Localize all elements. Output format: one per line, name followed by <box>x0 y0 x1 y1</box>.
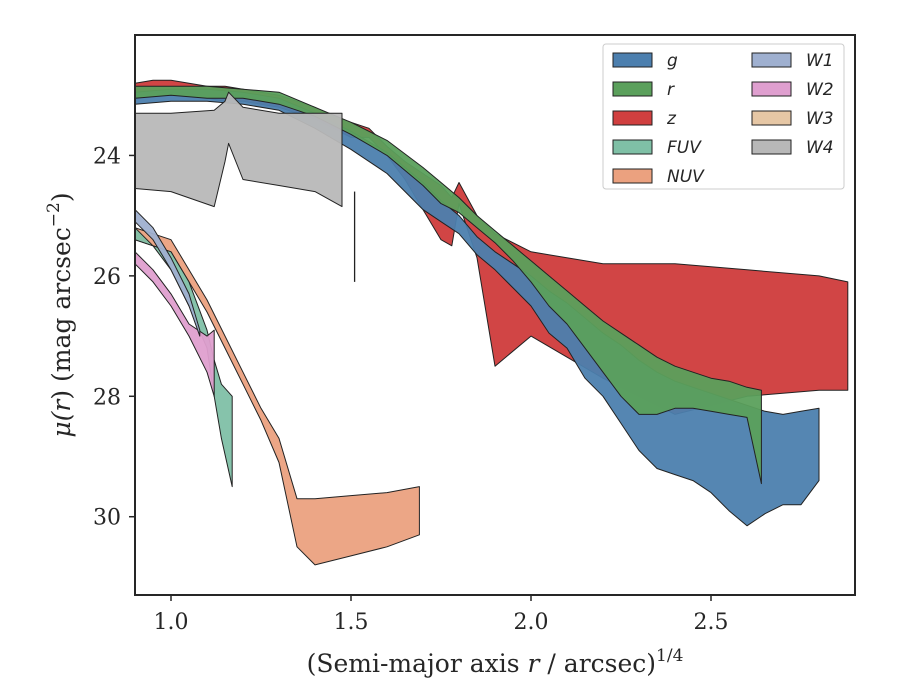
legend-label-w4: W4 <box>806 138 834 158</box>
series-band-w1 <box>135 209 201 337</box>
series-band-g <box>135 88 820 527</box>
x-tick-label: 2.5 <box>694 610 729 635</box>
y-axis-title: μ(r) (mag arcsec−2) <box>44 192 76 437</box>
series-band-nuv <box>135 227 420 566</box>
axes-layer: 1.0 1.5 2.0 2.5 24 26 28 30 <box>93 34 856 635</box>
legend-label-fuv: FUV <box>667 138 702 158</box>
y-tick-label: 28 <box>93 385 121 410</box>
x-axis-title: (Semi-major axis r / arcsec)1/4 <box>307 646 684 678</box>
legend-swatch-z <box>612 110 653 126</box>
x-tick-label: 1.5 <box>334 610 369 635</box>
x-tick-label: 2.0 <box>514 610 549 635</box>
plot-frame <box>134 34 856 596</box>
series-layer <box>135 79 849 566</box>
legend-swatch-w2 <box>751 81 792 97</box>
legend-swatch-r <box>612 81 653 97</box>
legend-label-w3: W3 <box>806 109 834 129</box>
legend-swatch-w3 <box>751 110 792 126</box>
y-tick-label: 30 <box>93 506 121 531</box>
series-band-w4 <box>135 91 343 208</box>
legend-label-w1: W1 <box>806 51 834 71</box>
series-band-r <box>135 85 762 485</box>
legend-label-nuv: NUV <box>667 167 705 187</box>
series-band-w2 <box>135 251 215 397</box>
legend-label-w2: W2 <box>806 80 834 100</box>
legend-label-r: r <box>667 80 675 100</box>
x-tick-label: 1.0 <box>154 610 189 635</box>
y-tick-label: 26 <box>93 265 121 290</box>
legend-swatch-fuv <box>612 139 653 155</box>
legend: grz FUV NUV W1 W2 W3 W4 <box>602 43 845 190</box>
legend-swatch-w4 <box>751 139 792 155</box>
legend-label-z: z <box>666 109 677 129</box>
legend-swatch-nuv <box>612 168 653 184</box>
y-tick-label: 24 <box>93 144 121 169</box>
legend-swatch-w1 <box>751 52 792 68</box>
legend-label-g: g <box>667 51 678 71</box>
legend-swatch-g <box>612 52 653 68</box>
